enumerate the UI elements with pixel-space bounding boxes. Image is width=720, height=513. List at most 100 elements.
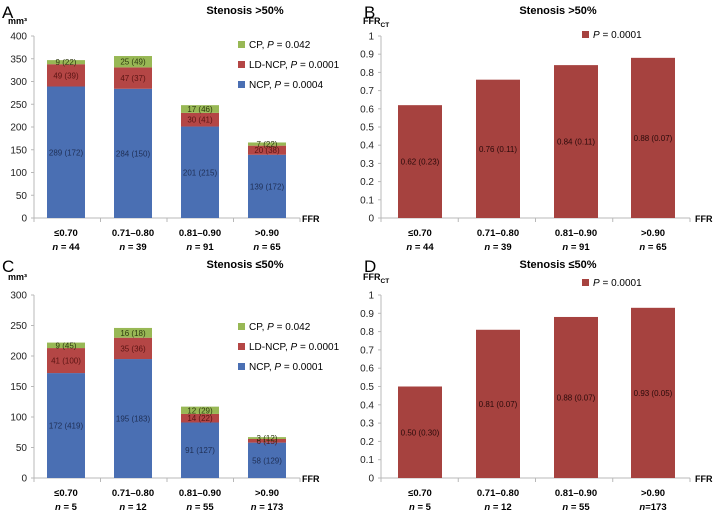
data-label: 0.88 (0.07) <box>634 134 673 143</box>
y-tick-label: 300 <box>10 77 27 88</box>
bar-ld-ncp-3 <box>181 413 219 423</box>
n-label: n = 91 <box>186 242 214 253</box>
legend-item-ld-ncp: LD-NCP, P = 0.0001 <box>238 342 340 353</box>
chart-title: Stenosis >50% <box>206 5 284 17</box>
data-label: 49 (39) <box>53 71 79 80</box>
data-label: 0.62 (0.23) <box>401 158 440 167</box>
bar-cp-2 <box>114 56 152 68</box>
y-tick-label: 0.9 <box>360 309 374 320</box>
data-label: 0.84 (0.11) <box>557 138 595 147</box>
n-label: n = 39 <box>119 242 146 253</box>
y-tick-label: 0.3 <box>360 419 374 430</box>
legend-item-ld-ncp: LD-NCP, P = 0.0001 <box>238 60 340 71</box>
y-axis-label: FFRCT <box>363 16 389 29</box>
y-tick-label: 350 <box>10 54 27 65</box>
x-category-label: 0.71–0.80 <box>112 488 154 499</box>
data-label: 9 (22) <box>56 58 77 67</box>
y-tick-label: 0.7 <box>360 345 374 356</box>
bar-ffrct-4 <box>631 57 675 219</box>
legend-label: P = 0.0001 <box>593 30 642 41</box>
y-tick-label: 0.9 <box>360 50 374 61</box>
y-tick-label: 0.6 <box>360 364 374 375</box>
legend-item-cp: CP, P = 0.042 <box>238 40 311 51</box>
y-tick-label: 250 <box>10 100 27 111</box>
n-label: n = 65 <box>639 242 667 253</box>
data-label: 0.76 (0.11) <box>479 145 517 154</box>
y-tick-label: 1 <box>368 291 374 302</box>
x-category-label: ≤0.70 <box>54 228 78 239</box>
bar-ncp-4 <box>248 154 286 218</box>
data-label: 20 (38) <box>254 146 280 155</box>
data-label: 35 (36) <box>120 344 146 353</box>
y-tick-label: 100 <box>10 168 27 179</box>
x-category-label: ≤0.70 <box>408 488 432 499</box>
x-category-label: 0.81–0.90 <box>179 228 221 239</box>
bar-ncp-3 <box>181 126 219 218</box>
legend-item-ffrct: P = 0.0001 <box>582 278 642 289</box>
data-label: 16 (18) <box>120 329 146 338</box>
bar-ffrct-3 <box>554 65 598 219</box>
legend-item-ffrct: P = 0.0001 <box>582 30 642 41</box>
bar-ffrct-4 <box>631 307 675 478</box>
y-tick-label: 0.5 <box>360 123 374 134</box>
legend-label: LD-NCP, P = 0.0001 <box>249 60 340 71</box>
x-category-label: >0.90 <box>255 228 279 239</box>
data-label: 17 (46) <box>187 105 213 114</box>
y-tick-label: 250 <box>10 321 27 332</box>
bar-ncp-4 <box>248 442 286 478</box>
data-label: 289 (172) <box>49 148 84 157</box>
legend-label: CP, P = 0.042 <box>249 322 311 333</box>
n-label: n = 12 <box>484 502 511 513</box>
legend-label: NCP, P = 0.0004 <box>249 80 323 91</box>
bar-ld-ncp-2 <box>114 337 152 360</box>
bar-cp-3 <box>181 406 219 414</box>
legend-swatch <box>582 279 589 286</box>
bar-ncp-1 <box>47 373 85 478</box>
y-tick-label: 200 <box>10 352 27 363</box>
data-label: 0.81 (0.07) <box>479 400 518 409</box>
bar-ffrct-1 <box>398 105 442 218</box>
data-label: 47 (37) <box>120 74 146 83</box>
y-tick-label: 50 <box>16 443 28 454</box>
y-tick-label: 0.2 <box>360 437 374 448</box>
x-axis-label: FFR <box>695 214 713 224</box>
y-tick-label: 0.8 <box>360 68 374 79</box>
y-tick-label: 0 <box>21 214 27 225</box>
bar-cp-1 <box>47 342 85 349</box>
x-axis-label: FFR <box>302 214 320 224</box>
data-label: 14 (22) <box>187 414 213 423</box>
legend-swatch <box>238 61 245 68</box>
data-label: 284 (150) <box>116 149 151 158</box>
x-category-label: >0.90 <box>641 228 665 239</box>
x-category-label: ≤0.70 <box>54 488 78 499</box>
y-axis-label: mm³ <box>8 272 27 282</box>
n-label: n = 12 <box>119 502 146 513</box>
y-tick-label: 0 <box>368 474 374 485</box>
n-label: n = 44 <box>52 242 80 253</box>
n-label: n = 5 <box>409 502 432 513</box>
bar-ld-ncp-1 <box>47 64 85 87</box>
y-tick-label: 0.7 <box>360 86 374 97</box>
chart-title: Stenosis ≤50% <box>207 259 284 271</box>
y-tick-label: 0.1 <box>360 455 374 466</box>
y-tick-label: 150 <box>10 382 27 393</box>
y-tick-label: 400 <box>10 32 27 43</box>
data-label: 0.88 (0.07) <box>557 393 596 402</box>
data-label: 195 (183) <box>116 415 151 424</box>
bar-cp-1 <box>47 60 85 65</box>
bar-ffrct-2 <box>476 79 520 219</box>
n-label: n = 5 <box>55 502 78 513</box>
panel-letter: C <box>2 257 14 276</box>
x-category-label: 0.71–0.80 <box>477 228 519 239</box>
bar-ld-ncp-2 <box>114 67 152 89</box>
y-tick-label: 0 <box>21 474 27 485</box>
y-tick-label: 150 <box>10 145 27 156</box>
data-label: 6 (15) <box>257 437 278 446</box>
y-tick-label: 0.1 <box>360 195 374 206</box>
legend-item-ncp: NCP, P = 0.0001 <box>238 362 323 373</box>
n-label: n = 39 <box>484 242 511 253</box>
n-label: n = 55 <box>186 502 214 513</box>
y-tick-label: 0.4 <box>360 400 374 411</box>
legend-swatch <box>582 31 589 38</box>
